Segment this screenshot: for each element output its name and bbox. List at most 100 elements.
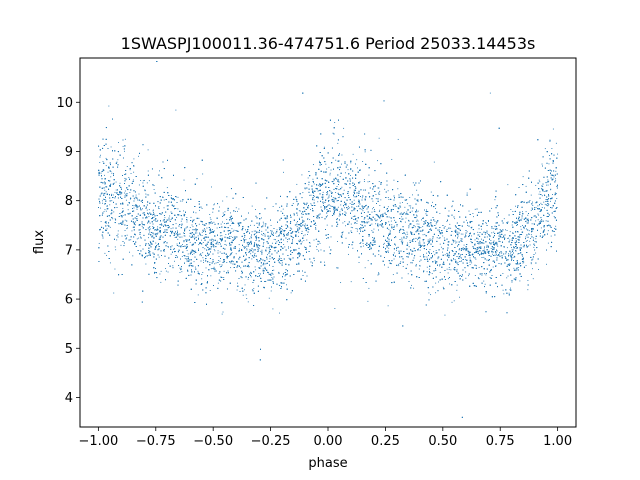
data-point (124, 150, 125, 152)
data-point (550, 188, 552, 190)
data-point (322, 211, 324, 212)
data-point (456, 241, 458, 243)
data-point (139, 245, 141, 247)
data-point (124, 196, 126, 198)
data-point (413, 287, 415, 289)
data-point (180, 269, 181, 271)
data-point (304, 234, 306, 236)
data-point (363, 218, 365, 220)
data-point (535, 252, 537, 254)
data-point (178, 233, 180, 235)
data-point (451, 301, 453, 303)
data-point (417, 239, 419, 241)
data-point (429, 249, 431, 251)
data-point (226, 255, 228, 257)
data-point (369, 225, 371, 226)
data-point (261, 230, 263, 232)
data-point (133, 158, 135, 160)
data-point (309, 194, 311, 196)
data-point (377, 187, 379, 189)
data-point (408, 205, 410, 207)
data-point (533, 246, 535, 248)
data-point (129, 198, 131, 200)
data-point (130, 173, 132, 175)
data-point (210, 275, 212, 277)
data-point (296, 222, 298, 224)
data-point (405, 234, 407, 236)
data-point (165, 270, 167, 272)
data-point (279, 234, 280, 236)
data-point (111, 172, 113, 174)
data-point (183, 213, 185, 215)
data-point (124, 138, 126, 140)
data-point (281, 262, 283, 264)
data-point (192, 254, 193, 255)
data-point (251, 237, 253, 239)
data-point (170, 253, 172, 255)
data-point (537, 213, 539, 215)
data-point (145, 263, 147, 265)
data-point (253, 249, 255, 251)
data-point (361, 208, 363, 210)
data-point (486, 244, 488, 246)
data-point (148, 237, 149, 239)
data-point (118, 142, 120, 143)
data-point (120, 244, 122, 246)
data-point (412, 182, 414, 184)
data-point (491, 242, 493, 244)
data-point (462, 279, 464, 281)
data-point (505, 253, 507, 255)
data-point (186, 221, 188, 223)
data-point (469, 257, 471, 259)
data-point (221, 266, 222, 267)
data-point (499, 241, 501, 243)
data-point (125, 193, 127, 195)
data-point (253, 244, 255, 246)
data-point (499, 236, 501, 238)
data-point (502, 289, 504, 291)
data-point (182, 244, 183, 246)
data-point (367, 300, 369, 302)
data-point (170, 219, 172, 220)
data-point (278, 227, 280, 229)
data-point (442, 235, 444, 237)
data-point (408, 246, 410, 248)
data-point (222, 212, 224, 214)
data-point (332, 197, 334, 199)
data-point (135, 221, 137, 223)
data-point (172, 248, 174, 250)
data-point (119, 193, 121, 195)
data-point (415, 237, 417, 239)
data-point (378, 211, 380, 212)
data-point (267, 238, 269, 240)
data-point (537, 205, 539, 207)
data-point (139, 207, 141, 209)
data-point (253, 230, 255, 232)
data-point (135, 234, 137, 236)
data-point (465, 219, 467, 221)
data-point (243, 255, 245, 257)
data-point (553, 227, 555, 229)
data-point (492, 266, 494, 268)
data-point (128, 177, 130, 178)
data-point (424, 233, 426, 235)
data-point (411, 284, 412, 286)
data-point (107, 171, 109, 173)
data-point (117, 230, 119, 232)
data-point (201, 278, 203, 280)
data-point (433, 251, 435, 253)
data-point (473, 216, 474, 218)
data-point (426, 252, 428, 254)
data-point (281, 229, 283, 231)
data-point (302, 224, 304, 226)
data-point (497, 232, 499, 234)
data-point (166, 224, 168, 226)
data-point (511, 224, 513, 226)
data-point (267, 235, 269, 237)
data-point (341, 163, 342, 165)
data-point (387, 190, 389, 192)
data-point (387, 238, 389, 239)
data-point (211, 186, 212, 188)
data-point (220, 223, 222, 225)
